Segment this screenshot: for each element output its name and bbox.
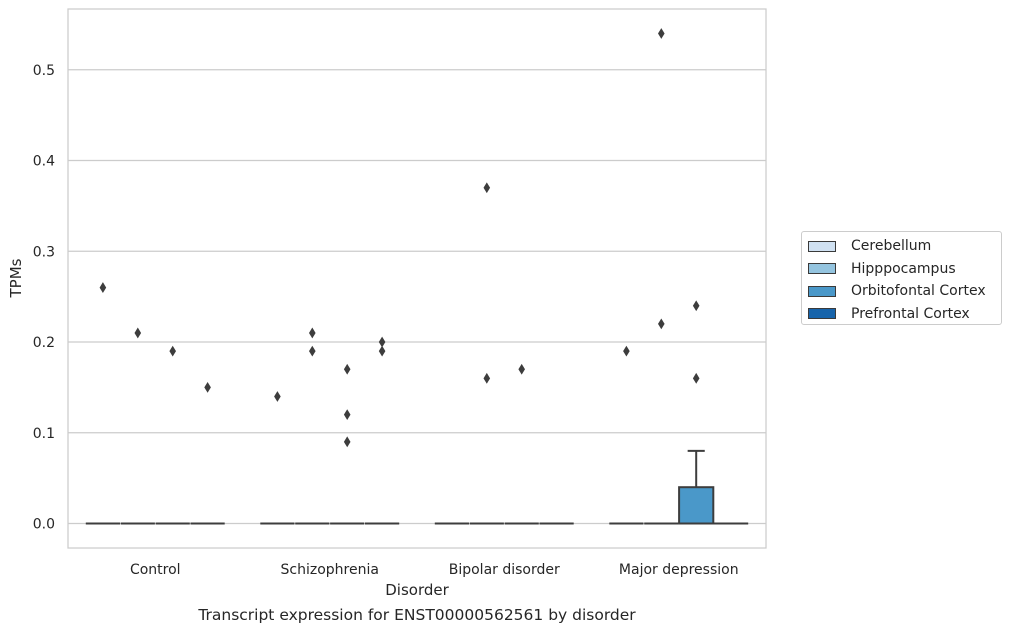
legend-label: Cerebellum — [851, 238, 932, 255]
y-axis-label: TPMs — [7, 258, 25, 298]
outlier-point — [692, 372, 700, 384]
y-tick-label: 0.5 — [33, 63, 55, 79]
legend-item: Prefrontal Cortex — [808, 303, 1001, 326]
legend: Cerebellum Hipppocampus Orbitofontal Corte… — [801, 231, 1002, 325]
y-tick-label: 0.1 — [33, 426, 55, 442]
x-tick-label: Control — [130, 562, 181, 578]
x-tick-label: Bipolar disorder — [449, 562, 560, 578]
outlier-point — [658, 318, 665, 330]
outlier-point — [343, 363, 351, 375]
outlier-point — [343, 436, 351, 448]
legend-swatch — [808, 240, 836, 252]
box-body — [678, 486, 715, 525]
outlier-point — [378, 345, 386, 357]
y-tick-labels: 0.0 0.1 0.2 0.3 0.4 0.5 — [33, 63, 55, 533]
outlier-point — [134, 327, 142, 339]
outlier-point — [309, 327, 316, 339]
outlier-points — [99, 28, 700, 448]
x-tick-label: Major depression — [619, 562, 739, 578]
x-tick-labels: Control Schizophrenia Bipolar disorder Majo… — [130, 562, 739, 578]
outlier-point — [343, 409, 351, 421]
outlier-point — [623, 345, 630, 357]
outlier-point — [378, 336, 386, 348]
legend-item: Cerebellum — [808, 235, 1001, 258]
legend-label: Hipppocampus — [851, 260, 956, 277]
legend-label: Prefrontal Cortex — [851, 305, 970, 322]
y-tick-label: 0.3 — [33, 244, 55, 260]
gridlines — [68, 69, 766, 525]
legend-swatch — [808, 308, 836, 320]
legend-swatch — [808, 285, 836, 297]
legend-label: Orbitofontal Cortex — [851, 283, 986, 300]
outlier-point — [274, 391, 281, 402]
y-tick-label: 0.2 — [33, 335, 55, 351]
outlier-point — [309, 345, 316, 357]
outlier-point — [204, 381, 211, 393]
y-tick-label: 0.4 — [33, 154, 55, 170]
box-plots — [85, 449, 749, 525]
outlier-point — [658, 28, 665, 39]
figure-caption: Transcript expression for ENST0000056256… — [198, 606, 636, 624]
outlier-point — [692, 300, 700, 312]
legend-swatch — [808, 263, 836, 275]
outlier-point — [169, 345, 176, 357]
legend-item: Hipppocampus — [808, 258, 1001, 281]
legend-item: Orbitofontal Cortex — [808, 280, 1001, 303]
outlier-point — [483, 182, 491, 194]
x-axis-label: Disorder — [385, 581, 449, 599]
outlier-point — [483, 372, 491, 384]
outlier-point — [518, 363, 525, 375]
outlier-point — [99, 282, 107, 293]
plot-frame — [67, 8, 767, 549]
x-tick-label: Schizophrenia — [281, 562, 379, 578]
y-tick-label: 0.0 — [33, 517, 55, 533]
box-orbitofontal-cortex — [678, 449, 715, 525]
